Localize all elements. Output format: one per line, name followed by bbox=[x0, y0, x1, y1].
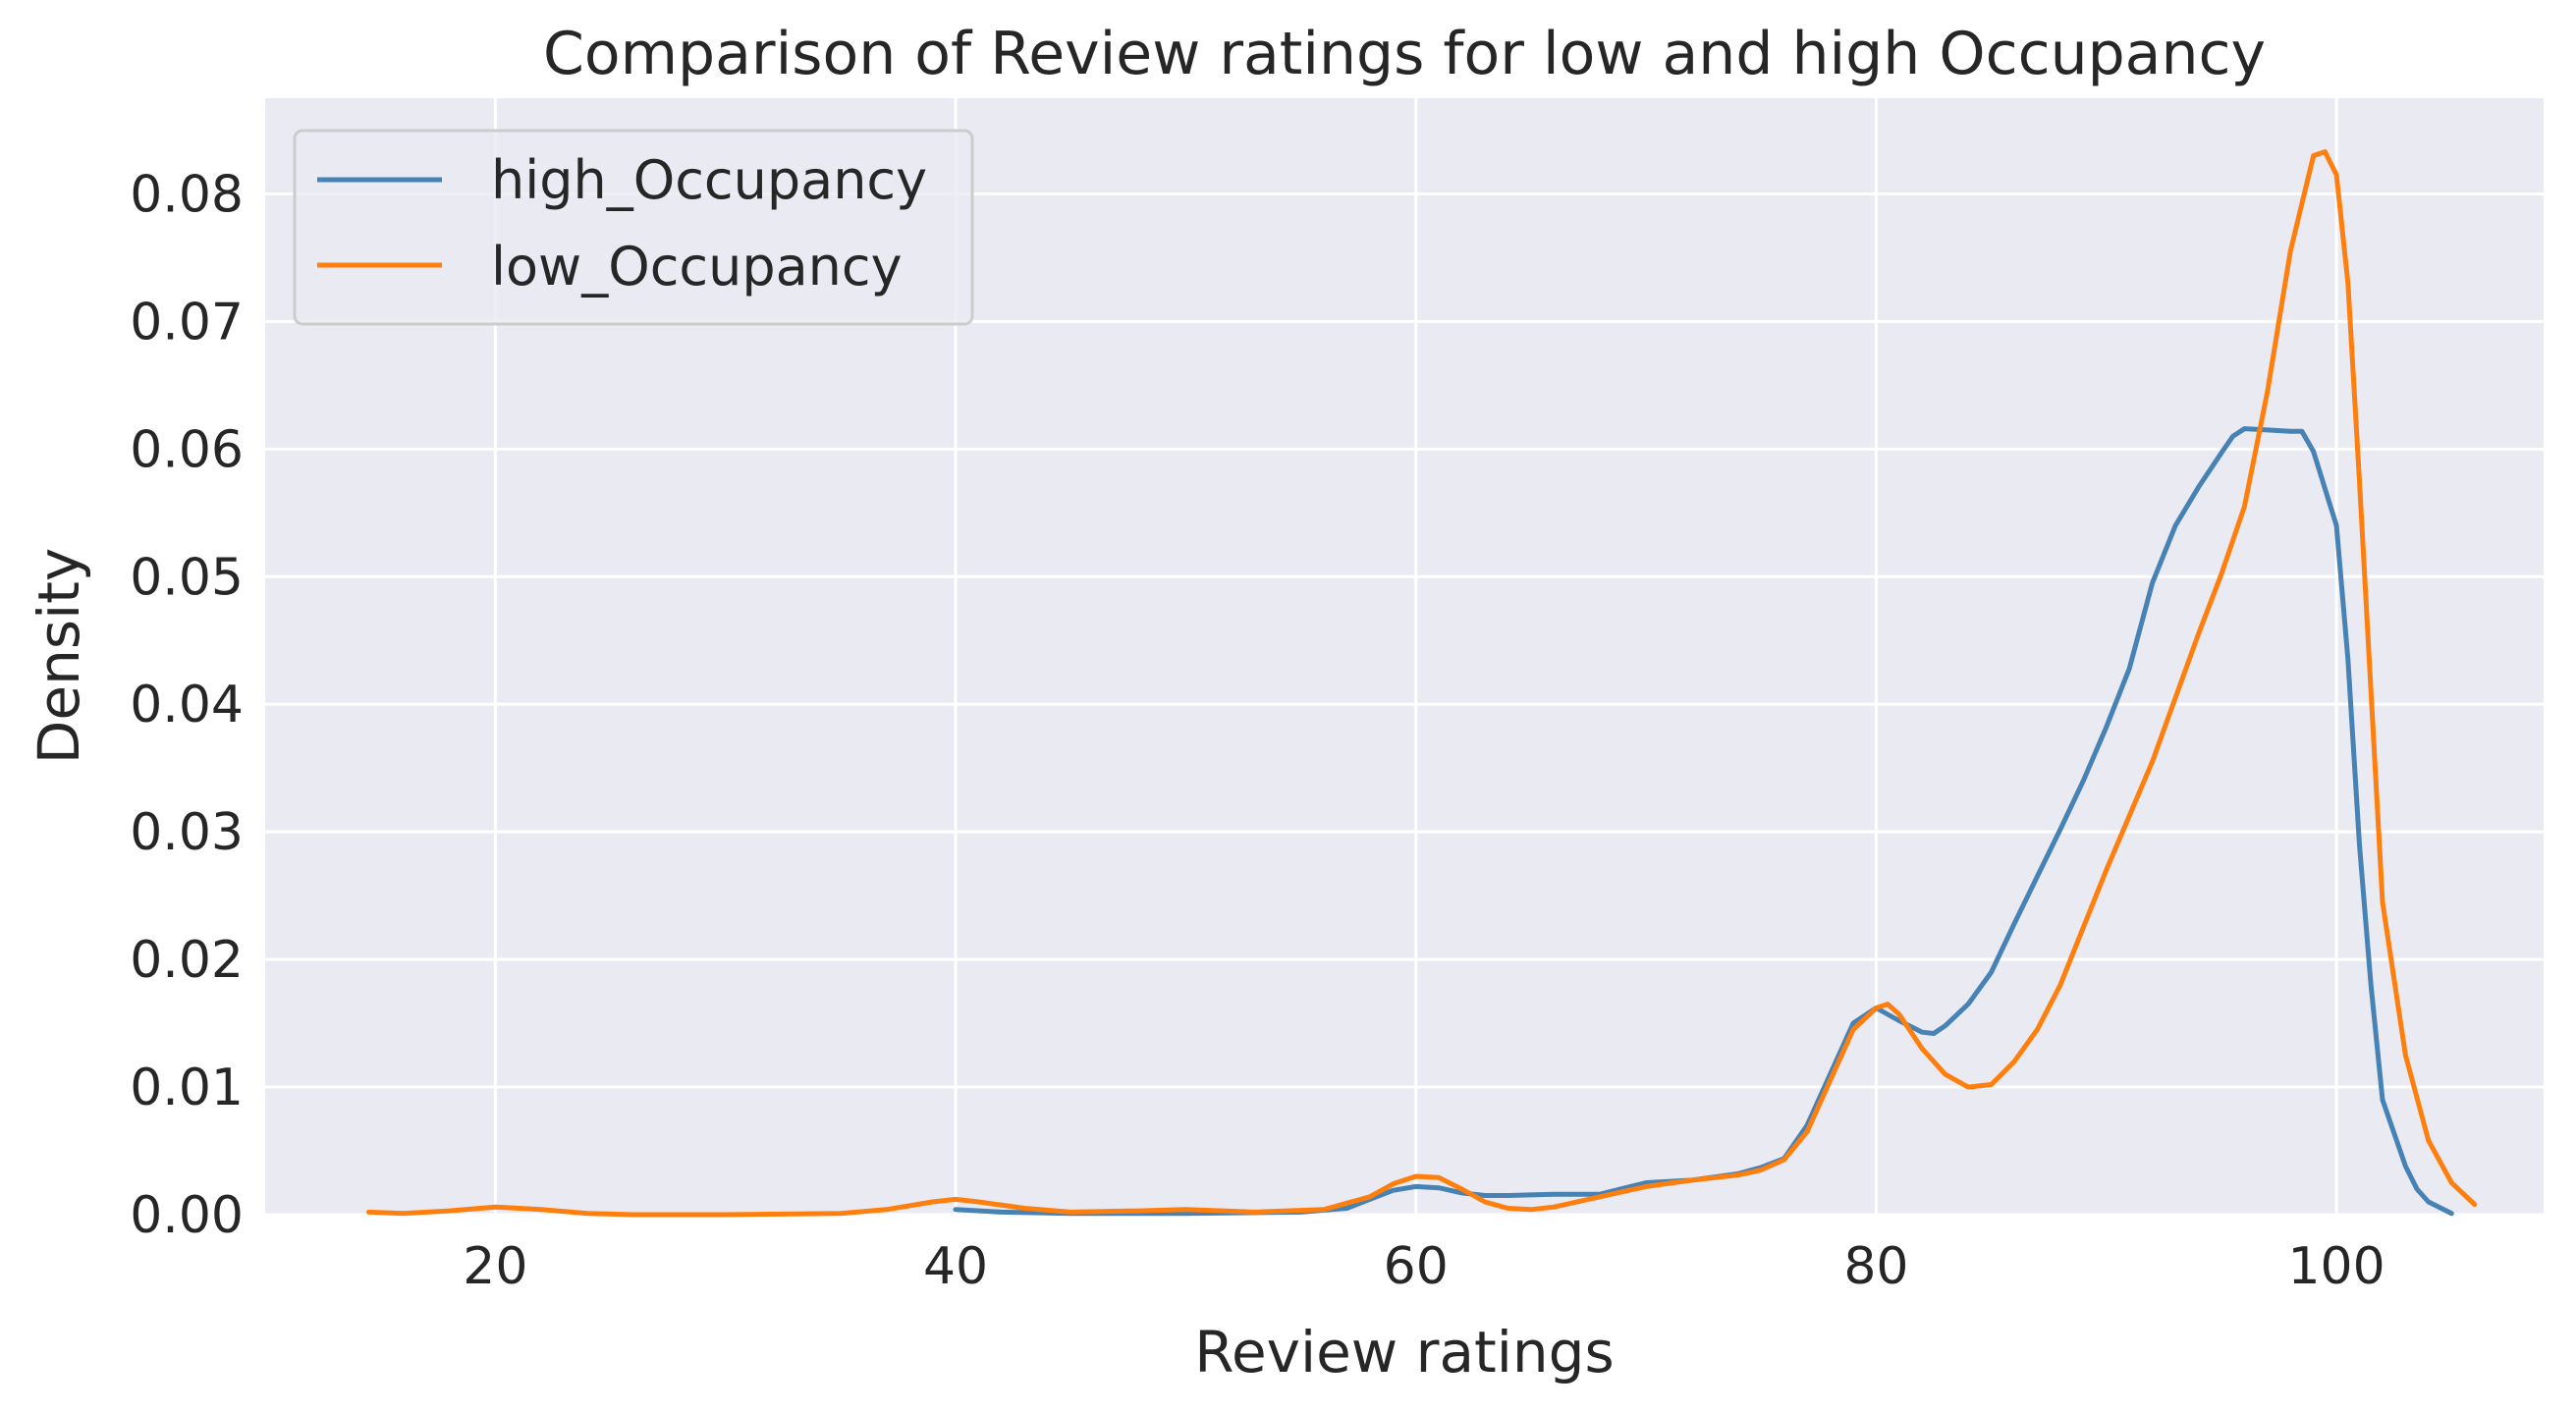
x-tick-label: 40 bbox=[923, 1237, 988, 1296]
y-tick-label: 0.03 bbox=[130, 803, 244, 862]
x-tick-label: 60 bbox=[1384, 1237, 1449, 1296]
y-axis-label: Density bbox=[26, 548, 92, 765]
series-line-high-occupancy bbox=[953, 426, 2454, 1217]
legend-label-low-occupancy: low_Occupancy bbox=[491, 236, 903, 298]
x-tick-label: 20 bbox=[463, 1237, 527, 1296]
y-tick-label: 0.01 bbox=[130, 1059, 244, 1117]
legend-box bbox=[293, 129, 974, 326]
chart-title: Comparison of Review ratings for low and… bbox=[543, 20, 2266, 88]
legend-label-high-occupancy: high_Occupancy bbox=[491, 149, 927, 211]
series-line-low-occupancy bbox=[366, 149, 2478, 1218]
x-axis-ticks: 20 40 60 80 100 bbox=[463, 1237, 2384, 1296]
y-tick-label: 0.00 bbox=[130, 1186, 244, 1245]
y-axis-ticks: 0.00 0.01 0.02 0.03 0.04 0.05 0.06 0.07 0.08 bbox=[130, 165, 244, 1245]
x-axis-label: Review ratings bbox=[1194, 1319, 1614, 1386]
series-lines bbox=[366, 149, 2478, 1218]
y-tick-label: 0.08 bbox=[130, 165, 244, 224]
y-tick-label: 0.07 bbox=[130, 293, 244, 352]
y-tick-label: 0.02 bbox=[130, 931, 244, 990]
x-tick-label: 80 bbox=[1843, 1237, 1908, 1296]
y-tick-label: 0.06 bbox=[130, 420, 244, 479]
grid-lines bbox=[265, 98, 2544, 1217]
y-tick-label: 0.04 bbox=[130, 676, 244, 734]
x-tick-label: 100 bbox=[2287, 1237, 2384, 1296]
y-tick-label: 0.05 bbox=[130, 548, 244, 607]
legend: high_Occupancy low_Occupancy bbox=[293, 129, 974, 326]
